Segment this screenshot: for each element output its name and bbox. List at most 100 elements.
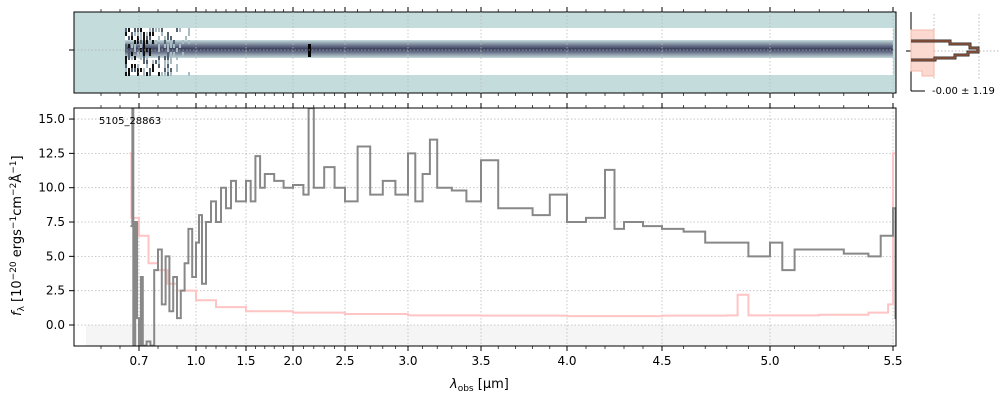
2d-pixel xyxy=(131,56,133,60)
inset-model-profile xyxy=(910,29,935,77)
2d-pixel xyxy=(128,68,130,72)
2d-pixel xyxy=(140,28,142,32)
y-tick-label: 12.5 xyxy=(38,146,65,160)
2d-pixel xyxy=(125,28,127,32)
x-axis-label: λobs [μm] xyxy=(449,377,509,394)
2d-pixel xyxy=(146,36,148,40)
2d-pixel xyxy=(173,40,175,44)
2d-pixel xyxy=(308,44,311,57)
y-axis-ticks: 0.0 2.5 5.0 7.5 10.0 12.5 15.0 xyxy=(38,112,74,332)
2d-pixel xyxy=(146,60,148,64)
2d-pixel xyxy=(170,36,172,40)
y-tick-label: 0.0 xyxy=(46,318,65,332)
x-tick-label: 5.0 xyxy=(760,354,779,368)
2d-pixel xyxy=(158,56,160,60)
2d-pixel xyxy=(143,36,145,40)
2d-pixel xyxy=(149,72,151,76)
inset-stats-label: -0.00 ± 1.19 xyxy=(932,86,995,97)
2d-pixel xyxy=(158,28,160,32)
2d-pixel xyxy=(128,56,130,60)
y-tick-label: 15.0 xyxy=(38,112,65,126)
2d-pixel xyxy=(185,36,187,40)
2d-pixel xyxy=(131,36,133,40)
2d-pixel xyxy=(125,68,127,72)
2d-pixel xyxy=(137,40,139,44)
2d-pixel xyxy=(167,60,169,64)
x-label-unit: [μm] xyxy=(474,377,509,392)
2d-pixel xyxy=(167,48,169,52)
x-tick-label: 4.5 xyxy=(652,354,671,368)
2d-pixel xyxy=(170,56,172,60)
2d-pixel xyxy=(137,28,139,32)
2d-pixel xyxy=(143,40,145,44)
2d-pixel xyxy=(143,32,145,36)
2d-pixel xyxy=(167,64,169,68)
2d-pixel xyxy=(164,64,166,68)
2d-pixel xyxy=(179,44,181,48)
x-tick-label: 2.5 xyxy=(335,354,354,368)
2d-pixel xyxy=(131,32,133,36)
2d-pixel xyxy=(164,72,166,76)
2d-pixel xyxy=(167,56,169,60)
2d-pixel xyxy=(137,72,139,76)
2d-pixel xyxy=(179,28,181,32)
profile-inset: -0.00 ± 1.19 xyxy=(906,12,1000,97)
2d-pixel xyxy=(170,40,172,44)
2d-pixel xyxy=(146,48,148,52)
2d-pixel xyxy=(125,60,127,64)
2d-pixel xyxy=(137,36,139,40)
2d-pixel xyxy=(140,36,142,40)
2d-pixel xyxy=(128,36,130,40)
2d-pixel xyxy=(134,28,136,32)
2d-pixel xyxy=(152,28,154,32)
2d-pixel xyxy=(164,56,166,60)
2d-pixel xyxy=(176,56,178,60)
2d-pixel xyxy=(125,44,127,48)
2d-pixel xyxy=(164,68,166,72)
2d-pixel xyxy=(134,40,136,44)
error-series-line xyxy=(129,152,895,318)
2d-pixel xyxy=(131,52,133,56)
2d-pixel xyxy=(170,44,172,48)
2d-pixel xyxy=(161,32,163,36)
2d-pixel xyxy=(164,36,166,40)
2d-pixel xyxy=(155,40,157,44)
2d-pixel xyxy=(188,28,190,32)
2d-pixel xyxy=(146,40,148,44)
2d-pixel xyxy=(182,40,184,44)
x-label-lambda: λ xyxy=(449,377,458,392)
2d-pixel xyxy=(170,72,172,76)
2d-pixel xyxy=(143,52,145,56)
2d-pixel xyxy=(125,32,127,36)
2d-pixel xyxy=(146,56,148,60)
2d-pixel xyxy=(125,56,127,60)
2d-pixel xyxy=(170,52,172,56)
2d-pixel xyxy=(164,44,166,48)
2d-pixel xyxy=(146,32,148,36)
2d-pixel xyxy=(140,68,142,72)
2d-pixel xyxy=(143,60,145,64)
spectrum-1d-panel: 0.7 1.0 1.5 2.0 2.5 3.0 3.5 4.0 4.5 5.0 5.5 0.0 2.5… xyxy=(9,103,903,394)
2d-pixel xyxy=(146,72,148,76)
2d-pixel xyxy=(131,44,133,48)
2d-pixel xyxy=(128,44,130,48)
2d-pixel xyxy=(137,52,139,56)
2d-pixel xyxy=(143,72,145,76)
2d-pixel xyxy=(161,28,163,32)
x-axis-ticks: 0.7 1.0 1.5 2.0 2.5 3.0 3.5 4.0 4.5 5.0 5.5 xyxy=(100,103,903,368)
2d-pixel xyxy=(152,64,154,68)
2d-pixel xyxy=(173,44,175,48)
2d-pixel xyxy=(173,52,175,56)
2d-pixel xyxy=(137,64,139,68)
y-tick-label: 10.0 xyxy=(38,181,65,195)
2d-pixel xyxy=(158,72,160,76)
2d-pixel xyxy=(140,52,142,56)
2d-pixel xyxy=(164,60,166,64)
2d-pixel xyxy=(164,40,166,44)
2d-pixel xyxy=(161,72,163,76)
y-tick-label: 2.5 xyxy=(46,284,65,298)
2d-pixel xyxy=(140,40,142,44)
2d-pixel xyxy=(134,56,136,60)
y-label-part: ] xyxy=(10,155,25,160)
